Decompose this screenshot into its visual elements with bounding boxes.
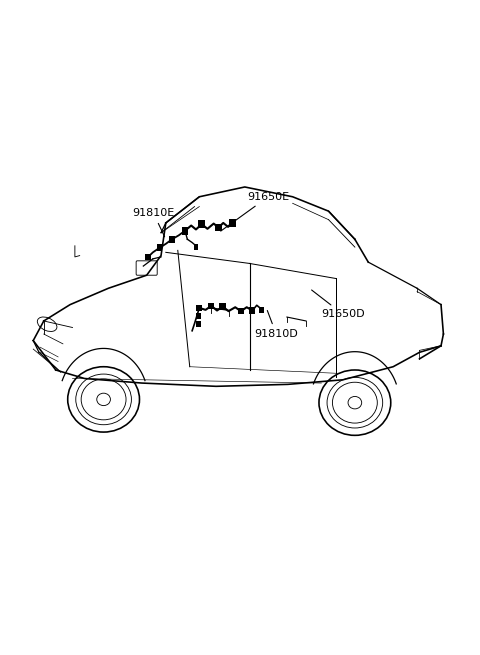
Text: 91810D: 91810D bbox=[254, 310, 298, 339]
Bar bbox=[169, 236, 175, 242]
Bar bbox=[157, 244, 162, 251]
Bar bbox=[196, 305, 202, 311]
Bar bbox=[208, 303, 214, 309]
Text: 91650D: 91650D bbox=[312, 290, 365, 320]
Bar bbox=[181, 227, 188, 234]
Bar bbox=[215, 223, 222, 231]
Bar bbox=[249, 307, 255, 314]
Bar bbox=[182, 227, 188, 234]
Bar bbox=[219, 303, 226, 310]
Bar bbox=[196, 313, 201, 319]
Bar bbox=[198, 220, 205, 228]
Bar bbox=[238, 308, 244, 314]
Text: 91810E: 91810E bbox=[132, 208, 175, 236]
Bar bbox=[196, 321, 201, 327]
Text: 91650E: 91650E bbox=[221, 192, 289, 231]
Bar bbox=[259, 307, 264, 313]
Bar bbox=[196, 305, 201, 311]
Bar bbox=[145, 253, 151, 260]
Bar bbox=[229, 219, 236, 227]
Bar bbox=[193, 244, 198, 250]
